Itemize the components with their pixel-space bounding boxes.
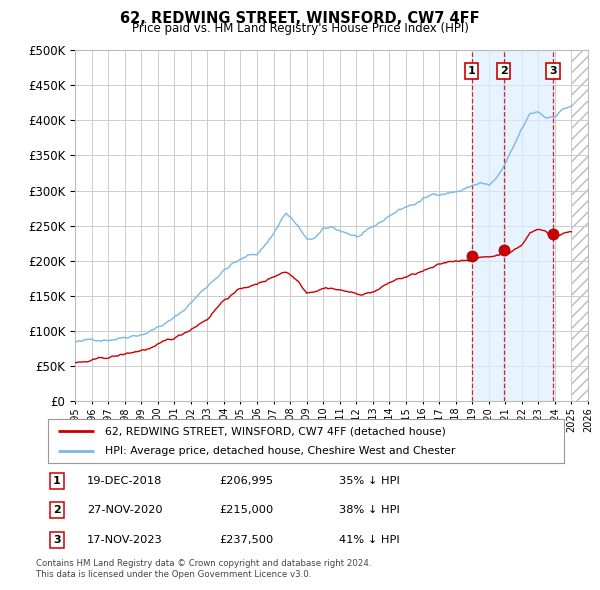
Text: 41% ↓ HPI: 41% ↓ HPI [339,535,400,545]
Text: This data is licensed under the Open Government Licence v3.0.: This data is licensed under the Open Gov… [36,571,311,579]
Text: Contains HM Land Registry data © Crown copyright and database right 2024.: Contains HM Land Registry data © Crown c… [36,559,371,568]
Text: 1: 1 [53,476,61,486]
Text: 1: 1 [468,66,476,76]
Text: 62, REDWING STREET, WINSFORD, CW7 4FF (detached house): 62, REDWING STREET, WINSFORD, CW7 4FF (d… [105,427,446,436]
Text: £237,500: £237,500 [219,535,273,545]
Text: 17-NOV-2023: 17-NOV-2023 [87,535,163,545]
Text: 38% ↓ HPI: 38% ↓ HPI [339,506,400,515]
Text: £215,000: £215,000 [219,506,273,515]
Text: 3: 3 [53,535,61,545]
Text: 19-DEC-2018: 19-DEC-2018 [87,476,163,486]
Text: 27-NOV-2020: 27-NOV-2020 [87,506,163,515]
Text: £206,995: £206,995 [219,476,273,486]
Text: HPI: Average price, detached house, Cheshire West and Chester: HPI: Average price, detached house, Ches… [105,446,455,455]
Bar [571,50,588,401]
Bar [472,50,553,401]
Text: 3: 3 [549,66,557,76]
Text: 35% ↓ HPI: 35% ↓ HPI [339,476,400,486]
Text: 62, REDWING STREET, WINSFORD, CW7 4FF: 62, REDWING STREET, WINSFORD, CW7 4FF [120,11,480,25]
Text: Price paid vs. HM Land Registry's House Price Index (HPI): Price paid vs. HM Land Registry's House … [131,22,469,35]
Text: 2: 2 [53,506,61,515]
Bar [571,50,588,401]
Text: 2: 2 [500,66,508,76]
